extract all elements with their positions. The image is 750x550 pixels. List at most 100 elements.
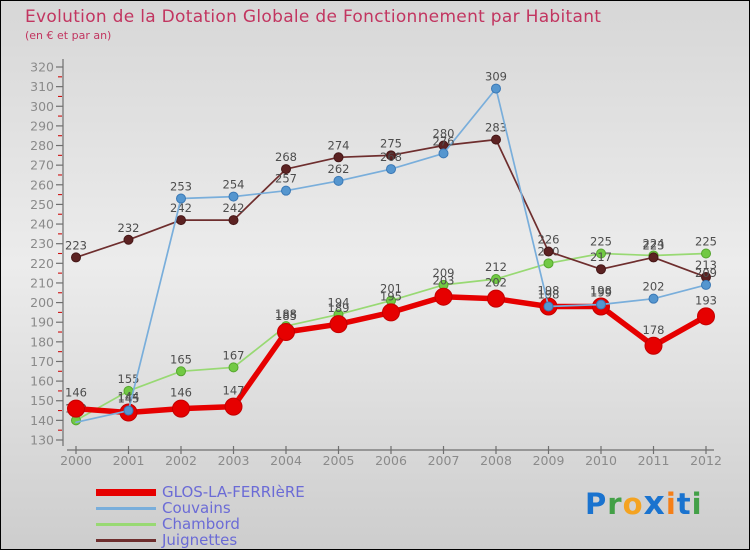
point-label-GLOS-LA-FERRIèRE: 198 [590, 284, 612, 298]
legend-label-juignettes: Juignettes [162, 530, 238, 549]
point-label-Juignettes: 217 [590, 250, 612, 264]
legend-label-couvains: Couvains [162, 498, 231, 517]
point-label-Couvains: 202 [643, 280, 665, 294]
point-Chambord [543, 258, 554, 269]
point-label-Couvains: 309 [485, 70, 507, 84]
point-label-GLOS-LA-FERRIèRE: 195 [380, 289, 402, 303]
y-tick-label: 250 [30, 197, 54, 212]
point-label-Juignettes: 226 [538, 233, 560, 247]
point-label-Juignettes: 268 [275, 150, 297, 164]
y-tick-label: 180 [30, 334, 54, 349]
point-label-Juignettes: 274 [328, 138, 350, 152]
y-tick-label: 140 [30, 413, 54, 428]
point-label-Couvains: 253 [170, 180, 192, 194]
x-tick-label: 2010 [585, 453, 617, 468]
point-label-Couvains: 276 [433, 134, 455, 148]
point-label-Couvains: 254 [223, 178, 245, 192]
point-Couvains [701, 279, 711, 290]
point-Juignettes [543, 246, 554, 257]
point-label-Juignettes: 283 [485, 121, 507, 135]
legend-item-chambord: Chambord [96, 516, 305, 532]
y-tick-label: 290 [30, 118, 54, 133]
point-Couvains [123, 405, 134, 416]
y-tick-label: 190 [30, 315, 54, 330]
logo-letter: i [691, 487, 703, 521]
point-label-Juignettes: 223 [643, 238, 665, 252]
point-label-Couvains: 257 [275, 172, 297, 186]
point-GLOS-LA-FERRIèRE [277, 323, 295, 342]
point-Chambord [701, 248, 711, 259]
point-label-Couvains: 199 [590, 286, 612, 300]
point-label-Chambord: 212 [485, 260, 507, 274]
y-tick-label: 200 [30, 295, 54, 310]
point-label-Chambord: 155 [118, 372, 140, 386]
point-label-Couvains: 145 [118, 392, 140, 406]
point-Juignettes [228, 215, 239, 226]
logo-letter: r [607, 487, 623, 521]
point-label-GLOS-LA-FERRIèRE: 189 [328, 301, 350, 315]
legend-swatch-couvains [96, 506, 156, 510]
x-tick-label: 2000 [60, 453, 92, 468]
point-GLOS-LA-FERRIèRE [329, 315, 348, 334]
y-tick-label: 310 [30, 79, 54, 94]
point-label-Chambord: 225 [695, 235, 717, 249]
point-GLOS-LA-FERRIèRE [67, 399, 85, 418]
logo-x-icon: x [643, 483, 666, 522]
point-Chambord [491, 274, 501, 285]
logo-letter: i [665, 487, 677, 521]
point-label-GLOS-LA-FERRIèRE: 146 [170, 386, 192, 400]
x-tick-label: 2006 [375, 453, 407, 468]
point-label-Couvains: 268 [380, 150, 402, 164]
point-label-Chambord: 194 [328, 295, 350, 309]
point-label-Chambord: 225 [590, 235, 612, 249]
point-label-Chambord: 201 [380, 282, 402, 296]
point-Chambord [228, 362, 239, 373]
legend-item-couvains: Couvains [96, 500, 305, 516]
point-label-GLOS-LA-FERRIèRE: 203 [433, 274, 455, 288]
y-tick-label: 240 [30, 217, 54, 232]
y-tick-label: 160 [30, 374, 54, 389]
x-tick-label: 2001 [113, 453, 145, 468]
y-tick-label: 170 [30, 354, 54, 369]
point-GLOS-LA-FERRIèRE [644, 336, 663, 355]
point-label-GLOS-LA-FERRIèRE: 147 [223, 384, 245, 398]
point-Couvains [491, 83, 501, 94]
point-GLOS-LA-FERRIèRE [382, 303, 400, 322]
point-label-Chambord: 188 [275, 307, 297, 321]
point-Couvains [596, 299, 606, 310]
point-Couvains [228, 191, 239, 202]
y-tick-label: 260 [30, 177, 54, 192]
legend-item-juignettes: Juignettes [96, 532, 305, 548]
x-tick-label: 2004 [270, 453, 302, 468]
x-tick-label: 2012 [690, 453, 722, 468]
point-GLOS-LA-FERRIèRE [224, 397, 243, 416]
point-GLOS-LA-FERRIèRE [697, 307, 715, 326]
point-GLOS-LA-FERRIèRE [434, 287, 453, 306]
y-tick-label: 300 [30, 99, 54, 114]
point-label-Chambord: 224 [643, 236, 665, 250]
point-label-Chambord: 209 [433, 266, 455, 280]
point-GLOS-LA-FERRIèRE [487, 289, 505, 308]
point-Couvains [438, 148, 449, 159]
point-Couvains [333, 175, 344, 186]
point-Couvains [648, 293, 659, 304]
legend-item-glos-la-ferriere: GLOS-LA-FERRIèRE [96, 484, 305, 500]
point-label-Juignettes: 242 [170, 201, 192, 215]
x-tick-label: 2009 [533, 453, 565, 468]
legend-swatch-chambord [96, 522, 156, 526]
logo-letter: P [585, 487, 608, 521]
point-label-Juignettes: 213 [695, 258, 717, 272]
chart-title: Evolution de la Dotation Globale de Fonc… [25, 7, 602, 27]
point-Juignettes [648, 252, 659, 263]
point-label-GLOS-LA-FERRIèRE: 178 [643, 323, 665, 337]
legend-swatch-glos [96, 488, 156, 496]
point-Couvains [176, 193, 186, 204]
logo-letter: o [622, 487, 644, 521]
point-label-GLOS-LA-FERRIèRE: 202 [485, 276, 507, 290]
x-tick-label: 2002 [165, 453, 197, 468]
point-label-Juignettes: 223 [65, 238, 87, 252]
legend-label-glos: GLOS-LA-FERRIèRE [162, 482, 305, 501]
legend-label-chambord: Chambord [162, 514, 240, 533]
